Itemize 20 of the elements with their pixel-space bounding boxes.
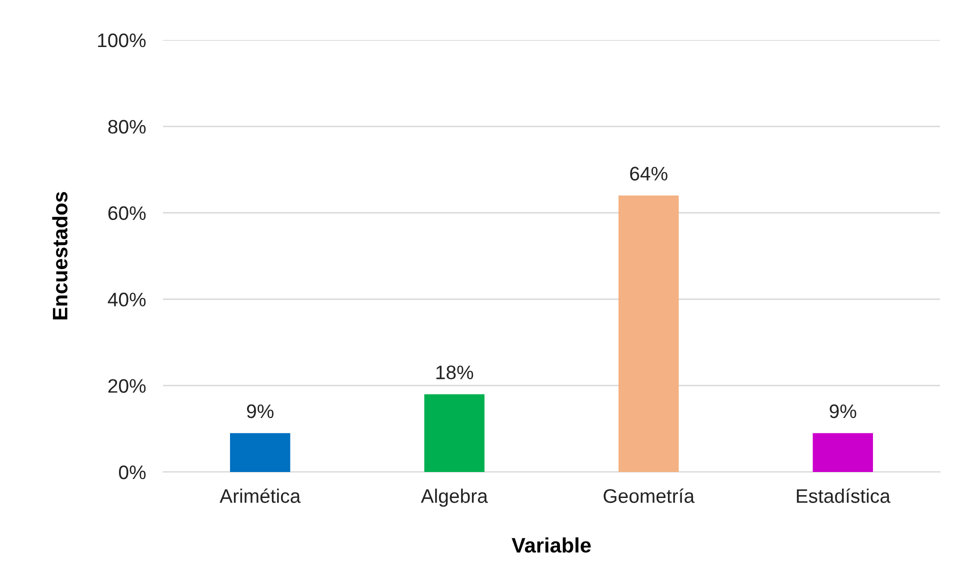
bar: [618, 196, 679, 472]
data-label: 9%: [830, 404, 856, 418]
y-tick-label: 20%: [108, 379, 146, 393]
x-tick-label: Algebra: [420, 488, 488, 507]
y-tick-label: 80%: [108, 120, 146, 134]
x-tick-label: Geometría: [604, 488, 695, 503]
bar: [812, 433, 873, 472]
y-tick-label: 40%: [108, 292, 146, 306]
bar: [424, 394, 484, 472]
y-axis-title: Encuestados: [52, 192, 68, 320]
bar: [230, 433, 290, 472]
x-tick-label: Estadística: [796, 488, 890, 503]
y-tick-label: 0%: [118, 465, 146, 480]
x-tick-label: Arimética: [220, 488, 301, 503]
data-label: 18%: [436, 366, 474, 380]
y-tick-label: 60%: [108, 206, 146, 220]
x-axis-title: Variable: [512, 537, 591, 553]
y-tick-label: 100%: [98, 33, 146, 48]
data-label: 64%: [630, 166, 668, 181]
data-label: 9%: [246, 404, 274, 418]
